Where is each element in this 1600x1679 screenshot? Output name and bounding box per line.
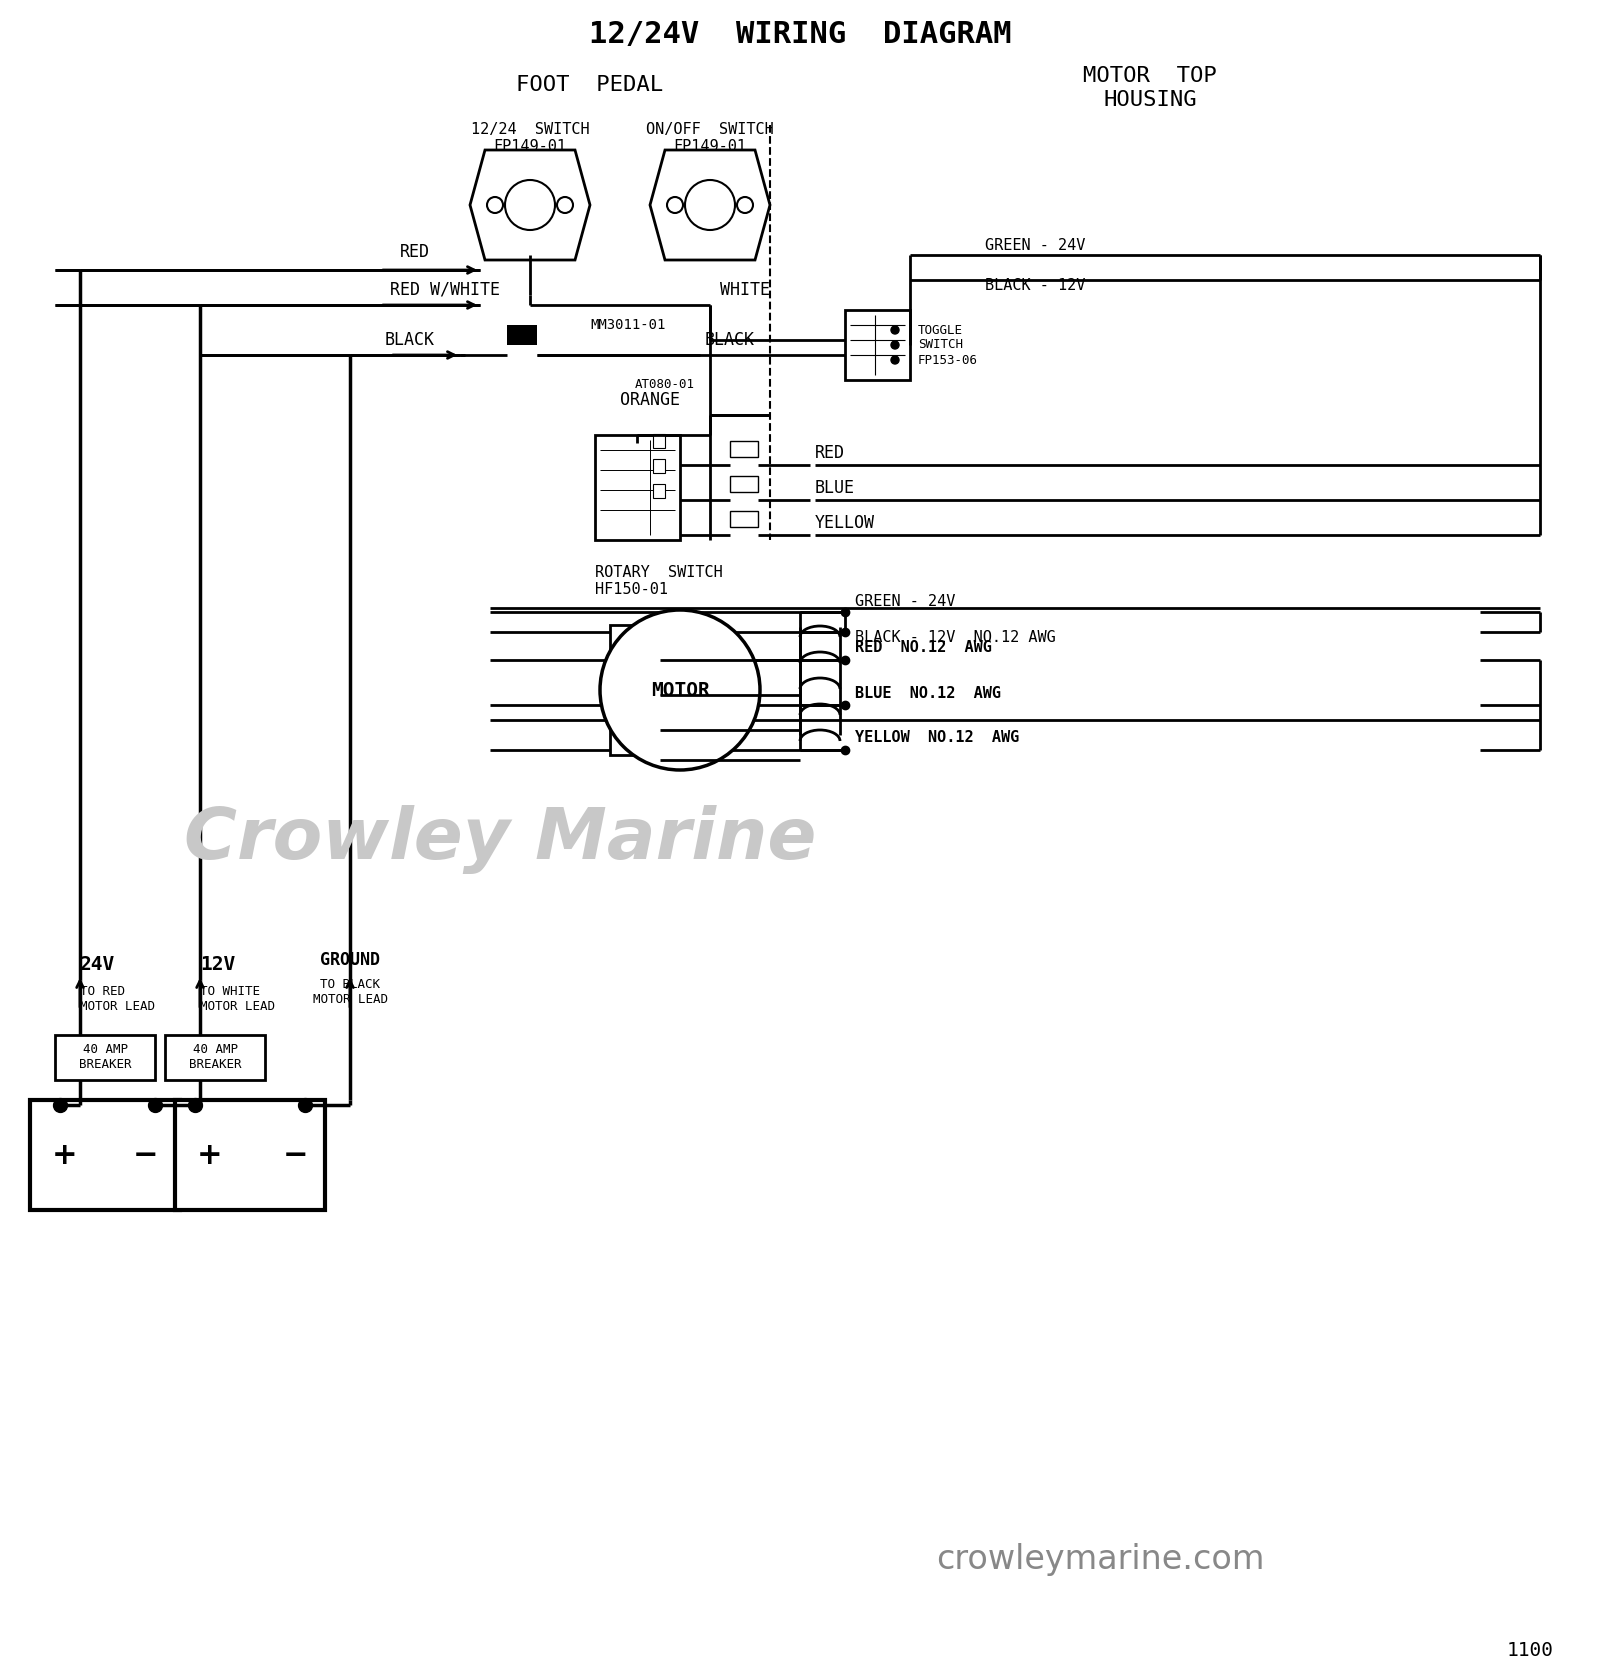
Circle shape	[685, 180, 734, 230]
Text: 12V: 12V	[200, 955, 235, 974]
Text: ORANGE: ORANGE	[621, 391, 680, 410]
Text: FOOT  PEDAL: FOOT PEDAL	[517, 76, 664, 96]
Circle shape	[738, 196, 754, 213]
Text: crowleymarine.com: crowleymarine.com	[936, 1543, 1264, 1577]
Bar	[653, 433, 666, 448]
Circle shape	[891, 326, 899, 334]
Text: +: +	[197, 1140, 222, 1170]
Polygon shape	[470, 149, 590, 260]
Bar	[54, 1034, 155, 1080]
Text: 12/24  SWITCH
FP149-01: 12/24 SWITCH FP149-01	[470, 123, 589, 154]
Text: BLACK: BLACK	[386, 331, 435, 349]
Text: −: −	[282, 1140, 307, 1170]
Text: TO BLACK
MOTOR LEAD: TO BLACK MOTOR LEAD	[312, 977, 387, 1006]
Bar	[730, 477, 758, 492]
Text: −: −	[133, 1140, 158, 1170]
Text: TO RED
MOTOR LEAD: TO RED MOTOR LEAD	[80, 986, 155, 1012]
Bar	[653, 458, 666, 473]
Circle shape	[600, 609, 760, 771]
Text: WHITE: WHITE	[720, 280, 770, 299]
Text: GREEN - 24V: GREEN - 24V	[986, 237, 1085, 252]
Text: YELLOW  NO.12  AWG: YELLOW NO.12 AWG	[854, 730, 1019, 745]
Text: BLACK - 12V  NO.12 AWG: BLACK - 12V NO.12 AWG	[854, 630, 1056, 645]
Circle shape	[506, 180, 555, 230]
Text: MOTOR: MOTOR	[651, 680, 709, 700]
Bar	[174, 1100, 325, 1211]
Text: 12/24V  WIRING  DIAGRAM: 12/24V WIRING DIAGRAM	[589, 20, 1011, 49]
Text: MOTOR  TOP
HOUSING: MOTOR TOP HOUSING	[1083, 67, 1218, 109]
Text: BLUE  NO.12  AWG: BLUE NO.12 AWG	[854, 685, 1002, 700]
Bar	[507, 326, 538, 344]
Text: AT080-01: AT080-01	[635, 378, 694, 391]
Text: MM3011-01: MM3011-01	[590, 317, 666, 332]
Circle shape	[557, 196, 573, 213]
Circle shape	[486, 196, 502, 213]
Text: BLUE: BLUE	[814, 479, 854, 497]
Text: 1100: 1100	[1507, 1640, 1554, 1659]
Bar	[653, 484, 666, 499]
Circle shape	[667, 196, 683, 213]
Text: +: +	[53, 1140, 78, 1170]
Bar	[730, 510, 758, 527]
Text: ROTARY  SWITCH
HF150-01: ROTARY SWITCH HF150-01	[595, 566, 723, 598]
Text: 40 AMP
BREAKER: 40 AMP BREAKER	[78, 1043, 131, 1071]
Text: 40 AMP
BREAKER: 40 AMP BREAKER	[189, 1043, 242, 1071]
Bar	[610, 625, 661, 756]
Bar	[165, 1034, 266, 1080]
Text: Crowley Marine: Crowley Marine	[184, 806, 816, 875]
Text: RED W/WHITE: RED W/WHITE	[390, 280, 501, 299]
Text: 24V: 24V	[80, 955, 115, 974]
Text: BLACK - 12V: BLACK - 12V	[986, 277, 1085, 292]
Text: YELLOW: YELLOW	[814, 514, 875, 532]
Bar	[595, 435, 680, 541]
Circle shape	[891, 341, 899, 349]
Text: BLACK: BLACK	[706, 331, 755, 349]
Text: GROUND: GROUND	[320, 950, 381, 969]
Text: RED  NO.12  AWG: RED NO.12 AWG	[854, 640, 992, 655]
Bar	[845, 311, 910, 379]
Polygon shape	[650, 149, 770, 260]
Text: TOGGLE
SWITCH
FP153-06: TOGGLE SWITCH FP153-06	[918, 324, 978, 366]
Text: RED: RED	[814, 443, 845, 462]
Text: RED: RED	[400, 243, 430, 260]
Circle shape	[891, 356, 899, 364]
Text: TO WHITE
MOTOR LEAD: TO WHITE MOTOR LEAD	[200, 986, 275, 1012]
Text: GREEN - 24V: GREEN - 24V	[854, 594, 955, 609]
Bar	[30, 1100, 181, 1211]
Text: ON/OFF  SWITCH
FP149-01: ON/OFF SWITCH FP149-01	[646, 123, 774, 154]
Bar	[730, 442, 758, 457]
